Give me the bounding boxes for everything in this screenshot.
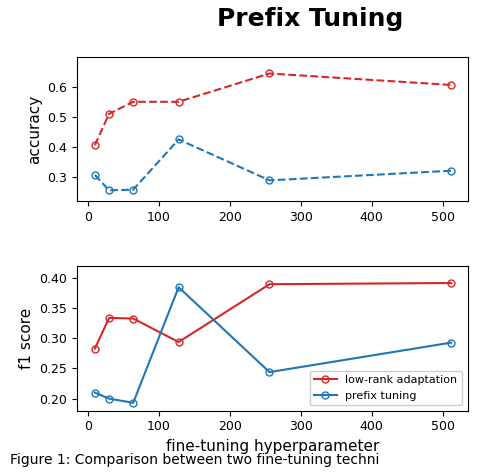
Text: Prefix Tuning: Prefix Tuning (217, 7, 403, 31)
Text: Figure 1: Comparison between two fine-tuning techni: Figure 1: Comparison between two fine-tu… (10, 453, 379, 467)
Legend: low-rank adaptation, prefix tuning: low-rank adaptation, prefix tuning (310, 371, 462, 405)
X-axis label: fine-tuning hyperparameter: fine-tuning hyperparameter (166, 439, 379, 454)
Y-axis label: f1 score: f1 score (19, 308, 34, 369)
Y-axis label: accuracy: accuracy (27, 94, 42, 163)
